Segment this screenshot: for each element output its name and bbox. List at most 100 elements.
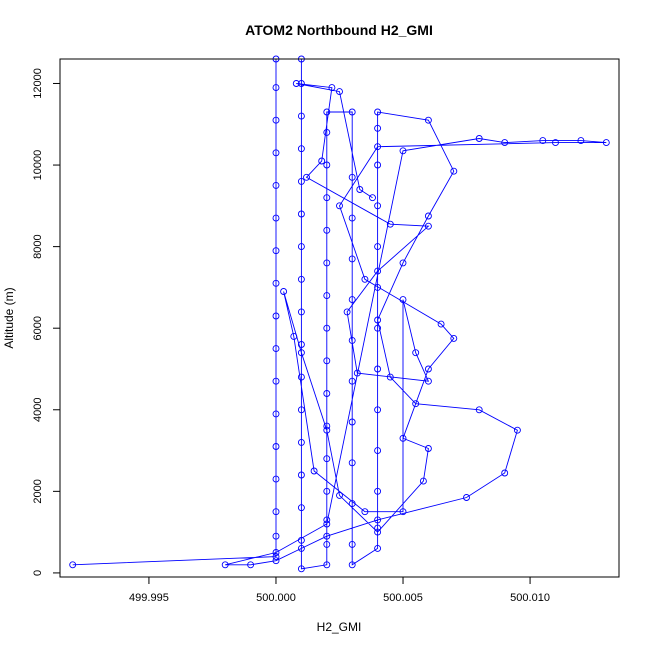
data-point (272, 557, 280, 565)
plot-frame (59, 58, 620, 578)
data-point (323, 487, 331, 495)
data-point (552, 139, 559, 147)
data-point (374, 161, 382, 169)
data-point (424, 365, 432, 373)
y-tick-label: 4000 (32, 398, 44, 422)
data-point (450, 167, 458, 175)
data-point (374, 143, 382, 151)
data-point (323, 532, 331, 540)
data-point (272, 116, 280, 124)
data-point (323, 259, 331, 267)
data-point (374, 487, 382, 495)
data-point (297, 504, 305, 512)
data-point (353, 369, 361, 377)
data-point (399, 296, 407, 304)
data-point (272, 345, 280, 353)
data-point (374, 243, 382, 251)
data-point (272, 279, 280, 287)
data-point (374, 524, 382, 532)
data-point (475, 135, 483, 142)
data-point (297, 243, 305, 251)
data-point (323, 226, 331, 234)
data-point (323, 128, 331, 136)
data-point (424, 222, 432, 230)
y-tick-label: 2000 (32, 479, 44, 503)
data-point (424, 212, 432, 220)
data-point (318, 157, 326, 165)
data-point (221, 561, 229, 569)
series-lines (72, 58, 607, 570)
chart-title: ATOM2 Northbound H2_GMI (245, 22, 433, 38)
data-point (348, 336, 356, 344)
data-point (272, 410, 280, 418)
data-point (374, 528, 382, 536)
data-point (539, 137, 547, 145)
data-point (272, 149, 280, 157)
x-tick-label: 500.005 (383, 592, 423, 604)
data-point (272, 549, 280, 556)
data-point (374, 108, 382, 116)
data-point (272, 312, 280, 320)
y-axis-label: Altitude (m) (2, 287, 16, 348)
data-point (297, 145, 305, 153)
data-point (348, 377, 356, 385)
data-point (501, 139, 509, 147)
data-point (297, 438, 305, 446)
y-tick-label: 10000 (32, 150, 44, 181)
data-point (323, 455, 331, 463)
data-point (348, 459, 356, 467)
data-point (323, 108, 331, 116)
data-point (374, 365, 382, 373)
data-point (374, 516, 382, 524)
data-point (297, 565, 305, 573)
data-point (602, 139, 610, 147)
data-point (323, 540, 331, 548)
data-point (437, 320, 445, 328)
data-point (577, 137, 585, 145)
data-point (450, 334, 458, 342)
y-tick-label: 12000 (32, 68, 44, 99)
data-point (272, 443, 280, 450)
data-point (369, 194, 376, 202)
data-point (424, 116, 432, 124)
y-axis: 0 2000 4000 6000 8000 10000 12000 (32, 68, 60, 576)
data-point (361, 275, 369, 283)
data-point (323, 194, 331, 202)
data-point (424, 445, 432, 452)
series-line (72, 58, 607, 570)
x-tick-label: 499.995 (129, 592, 169, 604)
data-point (399, 434, 407, 442)
data-point (280, 288, 288, 295)
data-point (297, 373, 305, 381)
data-point (328, 84, 336, 92)
data-point (272, 553, 280, 561)
data-point (323, 357, 331, 365)
data-point (386, 220, 394, 228)
data-point (336, 202, 343, 210)
data-point (290, 332, 298, 340)
y-tick-label: 6000 (32, 316, 44, 340)
data-point (374, 447, 382, 455)
data-point (272, 532, 280, 540)
data-point (412, 349, 420, 357)
data-point (348, 561, 356, 569)
data-point (374, 544, 382, 552)
data-point (272, 508, 280, 516)
data-point (297, 471, 305, 479)
x-axis: 499.995 500.000 500.005 500.010 (129, 577, 550, 604)
data-point (297, 112, 305, 120)
data-point (361, 508, 369, 516)
data-point (348, 214, 356, 222)
data-point (297, 406, 305, 414)
data-point (297, 544, 305, 552)
data-point (69, 561, 77, 569)
data-point (272, 214, 280, 222)
data-point (323, 520, 331, 528)
data-point (399, 508, 407, 516)
data-point (348, 173, 356, 181)
data-point (336, 491, 343, 499)
data-point (386, 373, 394, 381)
data-point (297, 536, 305, 544)
data-point (336, 88, 343, 96)
data-point (343, 308, 351, 316)
